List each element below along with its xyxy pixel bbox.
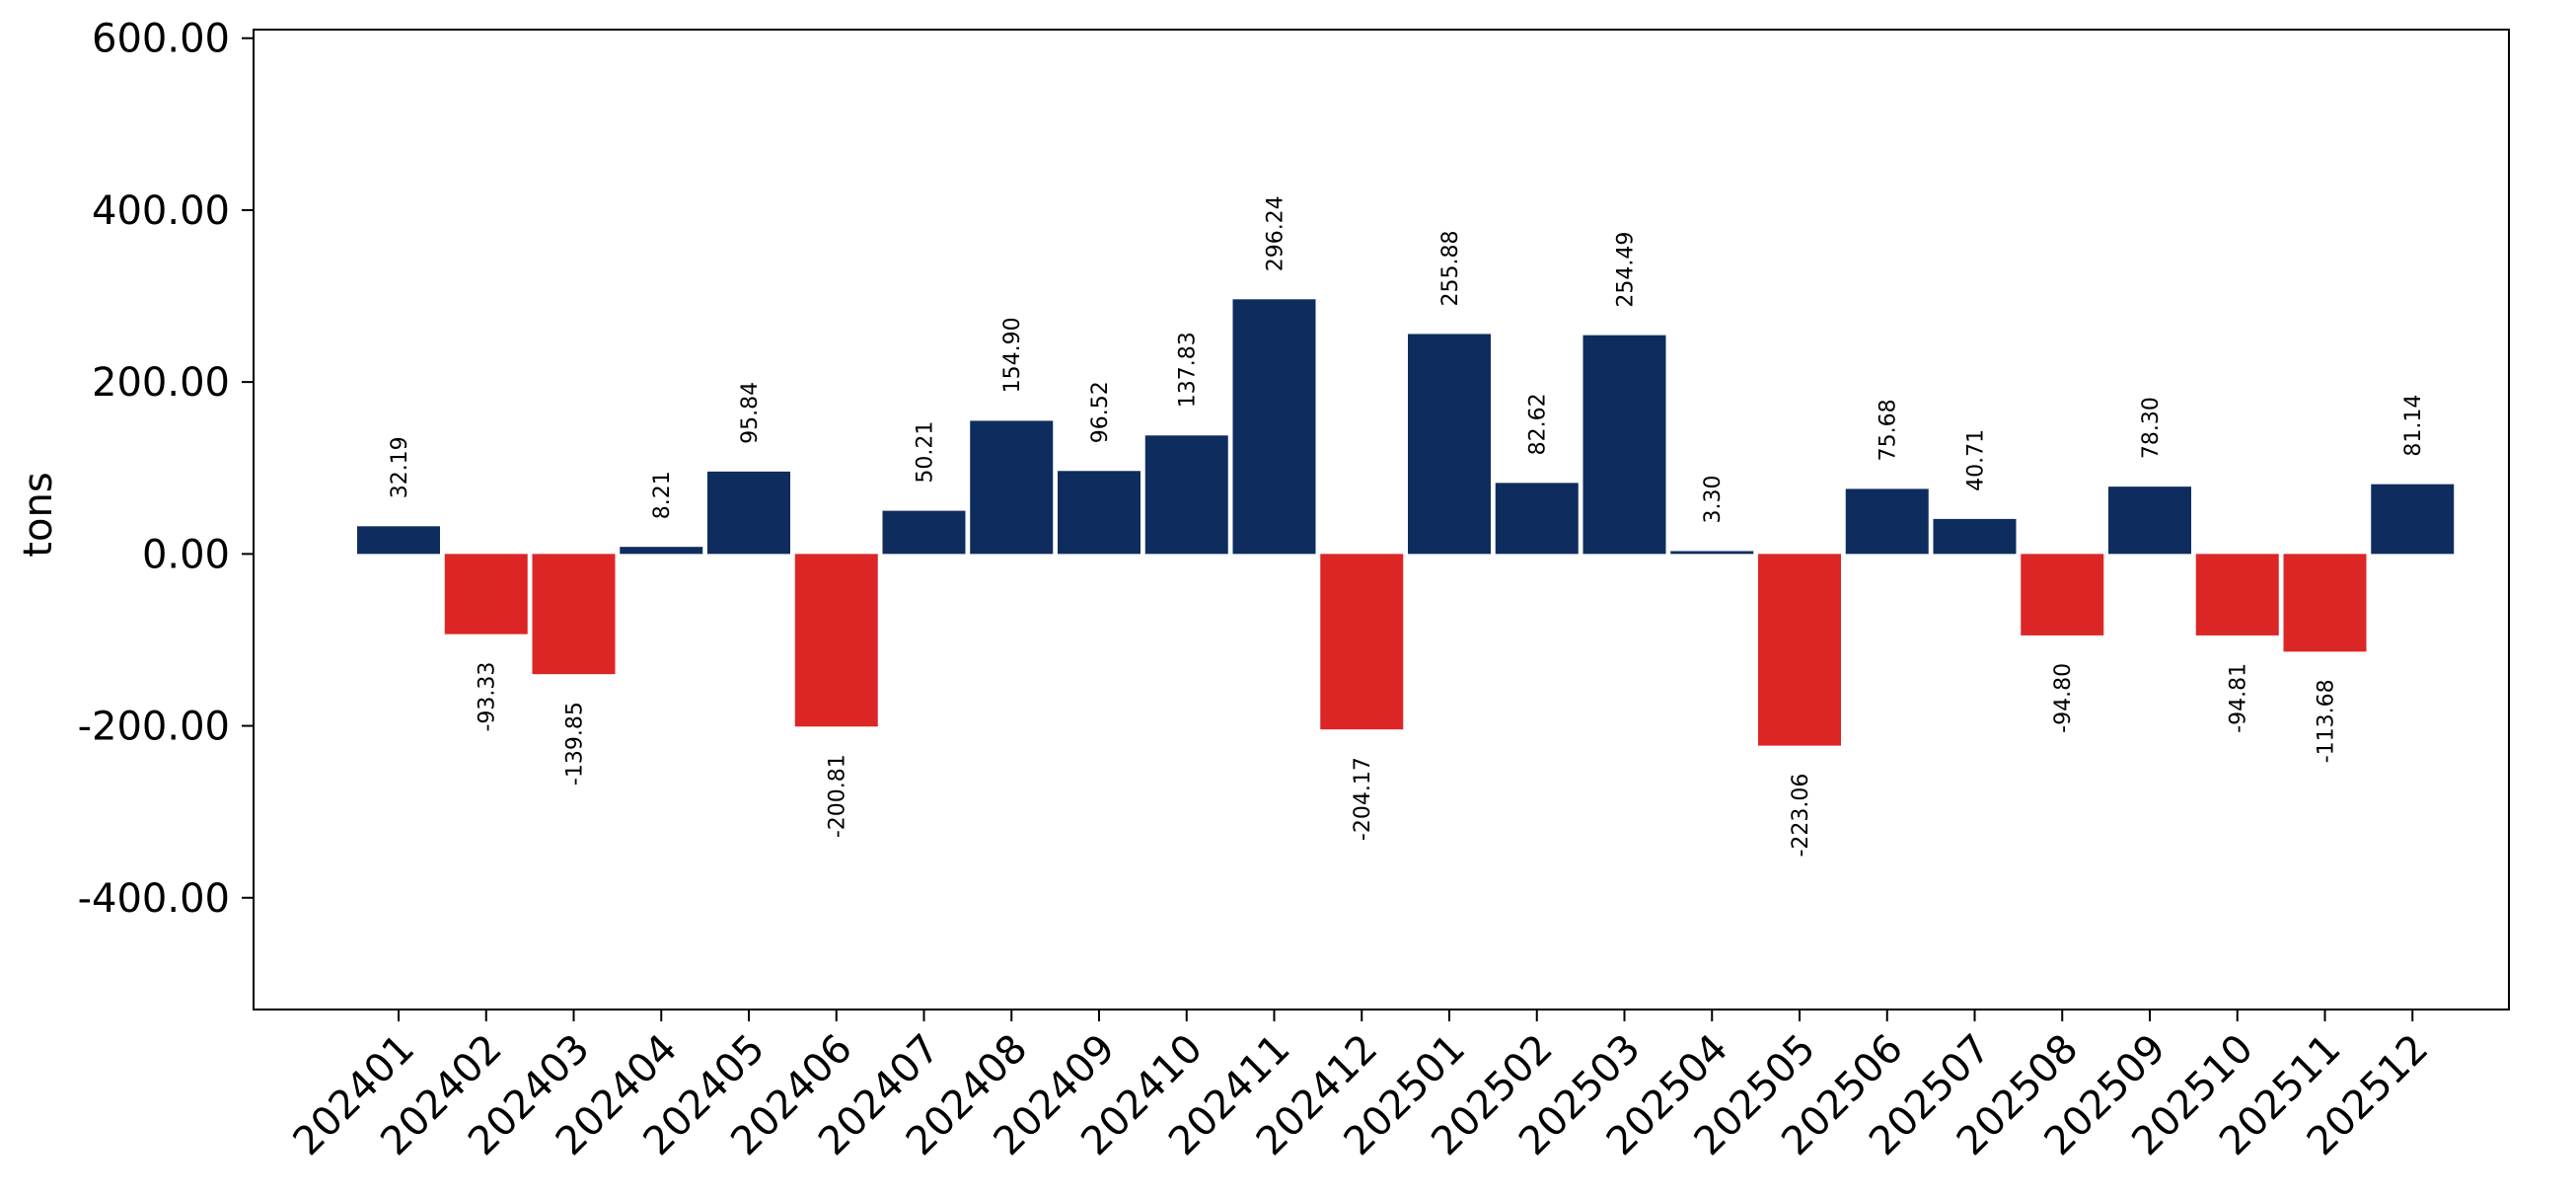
bar-value-label: 78.30: [2139, 397, 2164, 459]
bar-value-label: 137.83: [1176, 332, 1201, 408]
bars-layer: [357, 299, 2455, 746]
bar-value-label: 255.88: [1438, 230, 1463, 306]
bar: [1582, 335, 1666, 555]
y-tick-label: 200.00: [92, 360, 230, 406]
bar: [1670, 551, 1754, 555]
bar-value-label: -94.80: [2051, 663, 2076, 733]
bar: [1408, 334, 1491, 555]
bar-value-label: -93.33: [476, 662, 500, 732]
bar-value-label: 8.21: [650, 471, 675, 519]
bar-value-label: -139.85: [563, 702, 588, 786]
bar-value-label: -113.68: [2315, 679, 2339, 763]
bar: [620, 547, 703, 555]
y-tick-label: 0.00: [142, 532, 230, 577]
bar: [2195, 554, 2279, 636]
x-axis: 2024012024022024032024042024052024062024…: [285, 1010, 2437, 1164]
bar-value-label: -223.06: [1789, 774, 1813, 858]
bar: [1058, 471, 1141, 555]
bar: [2021, 554, 2104, 636]
y-tick-label: 400.00: [92, 188, 230, 234]
bar: [357, 526, 440, 555]
plot-area-frame: [253, 29, 2510, 1010]
data-labels-layer: 32.19 -93.33 -139.85 8.21 95.84 -200.81 50.21 1…: [388, 195, 2426, 857]
bar: [532, 554, 616, 675]
bar-value-label: 32.19: [388, 436, 412, 498]
bar-value-label: 40.71: [1964, 429, 1989, 491]
y-tick-label: -400.00: [78, 876, 230, 922]
bar-value-label: 154.90: [1000, 317, 1025, 393]
bar-value-label: 82.62: [1526, 393, 1551, 455]
bar-value-label: -200.81: [826, 754, 850, 838]
bar-value-label: 50.21: [914, 421, 938, 484]
bar: [1232, 299, 1316, 555]
bar: [1320, 554, 1404, 730]
bar: [2371, 484, 2455, 555]
y-axis-title: tons: [16, 472, 61, 557]
bar: [882, 510, 966, 555]
bar-value-label: 75.68: [1877, 399, 1901, 461]
y-axis: 600.00 400.00 200.00 0.00 -200.00 -400.00: [78, 17, 254, 922]
bar-value-label: 81.14: [2401, 395, 2426, 457]
bar: [1495, 483, 1579, 555]
y-tick-label: -200.00: [78, 705, 230, 750]
bar-value-label: 95.84: [738, 382, 763, 444]
bar: [444, 554, 528, 635]
bar: [1758, 554, 1841, 746]
bar: [2283, 554, 2367, 652]
bar: [970, 420, 1054, 555]
bar: [1845, 488, 1929, 555]
bar: [1933, 518, 2017, 555]
bar-value-label: 254.49: [1614, 232, 1639, 308]
bar-value-label: 3.30: [1701, 475, 1726, 523]
bar: [2108, 486, 2191, 555]
bar-value-label: -204.17: [1351, 757, 1375, 841]
bar: [1144, 435, 1228, 555]
bar: [794, 554, 878, 727]
y-tick-label: 600.00: [92, 17, 230, 62]
bar-value-label: -94.81: [2227, 663, 2251, 733]
bar-value-label: 296.24: [1264, 195, 1288, 271]
bar-value-label: 96.52: [1088, 381, 1113, 443]
bar: [707, 471, 790, 555]
